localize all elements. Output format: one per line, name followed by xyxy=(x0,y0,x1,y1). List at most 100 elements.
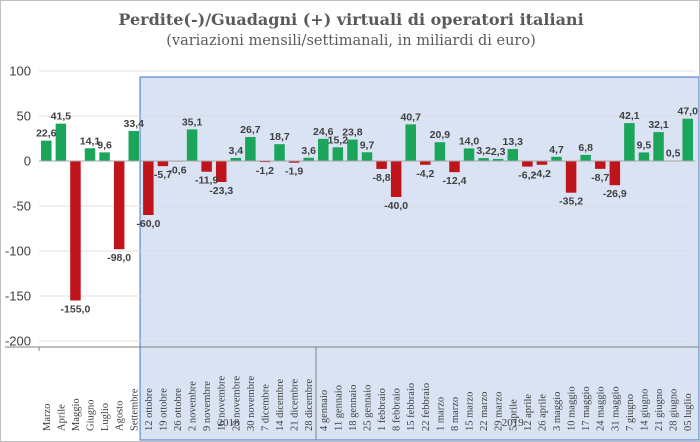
bar xyxy=(449,161,460,173)
x-tick-label: 14 giugno xyxy=(639,389,650,431)
data-label: -8,8 xyxy=(373,172,391,184)
bar xyxy=(624,123,635,161)
data-label: -12,4 xyxy=(442,175,466,187)
data-label: 13,3 xyxy=(503,136,524,148)
bar xyxy=(318,138,329,161)
x-tick-label: 8 febbraio xyxy=(392,388,403,431)
x-tick-label: 18 gennaio xyxy=(348,385,359,431)
x-tick-label: 16 novembre xyxy=(217,376,228,431)
bar xyxy=(580,154,591,161)
data-label: 24,6 xyxy=(313,126,334,138)
bar xyxy=(259,161,271,163)
data-label: 18,7 xyxy=(269,131,290,143)
bar xyxy=(157,161,169,167)
bar xyxy=(347,139,358,161)
bar xyxy=(186,129,198,161)
x-tick-label: 11 gennaio xyxy=(333,385,344,431)
bar xyxy=(594,161,606,169)
weekly-period-highlight xyxy=(139,76,699,441)
bar xyxy=(492,158,504,161)
x-tick-label: 19 ottobre xyxy=(158,388,169,431)
data-label: 41,5 xyxy=(51,111,72,123)
bar xyxy=(434,142,446,161)
bar xyxy=(84,148,96,161)
x-tick-label: 4 gennaio xyxy=(319,390,330,431)
bar xyxy=(113,161,125,250)
data-label: 26,7 xyxy=(240,124,261,136)
x-tick-label: 1 febbraio xyxy=(377,388,388,431)
x-tick-label: 30 novembre xyxy=(246,376,257,431)
x-tick-label: Giugno xyxy=(86,400,97,432)
x-tick-label: 21 dicembre xyxy=(290,378,301,431)
x-tick-label: 29 marzo xyxy=(494,392,505,431)
data-label: -60,0 xyxy=(136,218,160,230)
x-tick-label: Maggio xyxy=(71,398,82,431)
bar xyxy=(682,118,693,161)
bar xyxy=(55,123,67,161)
data-label: -4,2 xyxy=(416,168,434,180)
data-label: -155,0 xyxy=(61,304,91,316)
data-label: -0,6 xyxy=(168,165,186,177)
y-tick-label: 50 xyxy=(17,109,31,124)
bar xyxy=(376,161,387,169)
x-tick-label: 15 marzo xyxy=(465,392,476,431)
data-label: -35,2 xyxy=(559,196,583,208)
data-label: 14,0 xyxy=(459,135,480,147)
y-tick-label: -100 xyxy=(5,244,31,259)
data-label: 3,4 xyxy=(228,145,243,157)
x-tick-label: 21 giugno xyxy=(654,389,665,431)
data-label: -5,7 xyxy=(154,169,172,181)
bar xyxy=(390,161,402,197)
data-label: 4,7 xyxy=(549,144,564,156)
data-label: 15,2 xyxy=(328,134,349,146)
data-label: -4,2 xyxy=(533,168,551,180)
x-tick-label: 12 aprile xyxy=(523,394,534,431)
x-tick-label: 7 giugno xyxy=(625,394,636,431)
data-label: 2,3 xyxy=(491,146,506,158)
data-label: 14,1 xyxy=(80,135,101,147)
data-label: -11,9 xyxy=(195,175,219,187)
data-label: -1,2 xyxy=(256,165,274,177)
data-label: 9,7 xyxy=(360,139,375,151)
bar xyxy=(230,157,242,161)
x-tick-label: 9 novembre xyxy=(202,381,213,431)
bar xyxy=(70,161,81,301)
bar xyxy=(303,157,314,161)
data-label: 22,6 xyxy=(36,128,57,140)
x-tick-label: 05 luglio xyxy=(683,393,694,431)
bar xyxy=(274,144,285,161)
data-label: 9,5 xyxy=(637,139,652,151)
data-label: 40,7 xyxy=(401,111,422,123)
data-label: -1,9 xyxy=(285,166,303,178)
year-label: 2019 xyxy=(502,417,525,429)
bar xyxy=(143,161,154,215)
bar xyxy=(551,156,562,161)
x-tick-label: 28 giugno xyxy=(669,389,680,431)
x-tick-label: Marzo xyxy=(42,404,53,431)
x-tick-label: Luglio xyxy=(100,403,111,431)
x-tick-label: 7 dicembre xyxy=(260,384,271,431)
x-tick-label: Aprile xyxy=(56,404,67,431)
x-tick-label: 28 dicembre xyxy=(304,378,315,431)
bar xyxy=(478,158,489,161)
bar xyxy=(245,136,256,161)
x-tick-label: 23 novembre xyxy=(231,376,242,431)
x-tick-label: 2 novembre xyxy=(188,381,199,431)
chart-subtitle: (variazioni mensili/settimanali, in mili… xyxy=(166,33,536,49)
bar xyxy=(332,147,344,161)
bar xyxy=(405,124,416,161)
data-label: -8,7 xyxy=(591,172,609,184)
x-tick-label: 24 maggio xyxy=(596,386,607,431)
y-tick-label: 0 xyxy=(24,154,31,169)
x-tick-label: 1 marzo xyxy=(435,397,446,431)
x-tick-label: 22 febbraio xyxy=(421,383,432,431)
x-tick-label: Settembre xyxy=(129,388,140,431)
y-tick-label: -50 xyxy=(12,199,31,214)
bar xyxy=(565,161,577,193)
y-tick-label: -150 xyxy=(5,289,31,304)
x-tick-label: 26 aprile xyxy=(537,394,548,431)
x-tick-label: 25 gennaio xyxy=(363,385,374,431)
data-label: 35,1 xyxy=(182,116,203,128)
